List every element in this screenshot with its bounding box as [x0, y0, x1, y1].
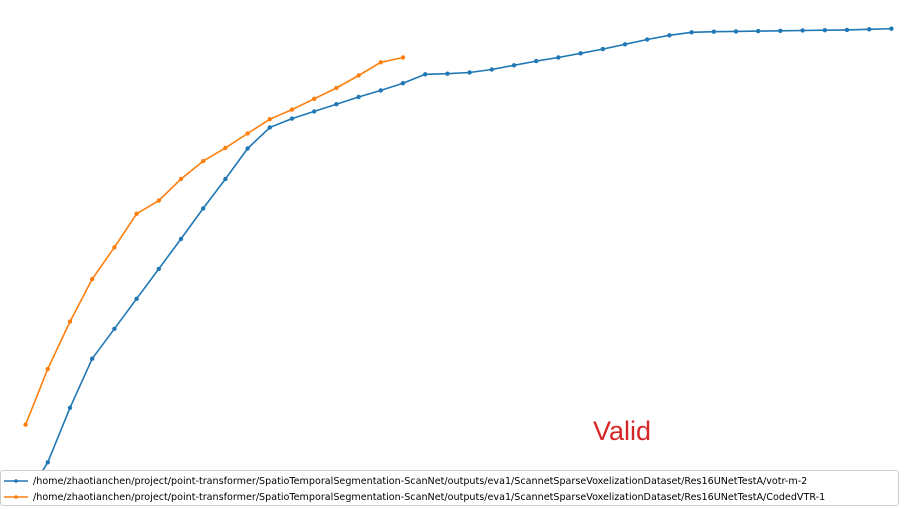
data-point: [45, 366, 50, 372]
data-point: [600, 46, 605, 52]
data-point: [378, 88, 383, 93]
legend-swatch-line-icon: [4, 479, 28, 483]
data-point: [178, 176, 184, 182]
data-point: [267, 117, 272, 122]
data-point: [23, 422, 28, 427]
data-point: [289, 116, 295, 121]
data-point: [267, 125, 272, 130]
data-point: [90, 356, 95, 361]
data-point: [556, 55, 561, 60]
data-point: [223, 145, 228, 151]
data-point: [534, 58, 539, 64]
data-point: [578, 51, 583, 56]
data-point: [778, 28, 783, 33]
data-point: [334, 85, 339, 91]
data-point: [67, 405, 73, 410]
legend-swatch-line-icon: [4, 495, 28, 499]
data-point: [489, 67, 494, 72]
data-point: [134, 211, 139, 216]
data-point: [733, 29, 739, 34]
data-point: [467, 70, 472, 75]
data-point: [867, 27, 872, 32]
data-point: [67, 319, 73, 324]
data-point: [156, 266, 161, 272]
data-point: [245, 131, 250, 136]
data-point: [622, 42, 628, 47]
data-point: [90, 276, 95, 282]
series-line: [24, 27, 892, 499]
legend-label: /home/zhaotianchen/project/point-transfo…: [33, 491, 826, 503]
data-point: [223, 176, 228, 182]
data-point: [378, 60, 383, 65]
series-1: [23, 55, 406, 427]
data-point: [245, 146, 250, 151]
data-point: [645, 37, 650, 42]
data-point: [844, 27, 850, 33]
legend-item: /home/zhaotianchen/project/point-transfo…: [4, 473, 807, 489]
data-point: [178, 236, 184, 242]
data-point: [400, 81, 406, 86]
data-point: [112, 326, 117, 331]
legend-item: /home/zhaotianchen/project/point-transfo…: [4, 489, 825, 505]
series-layer: [23, 26, 894, 501]
data-point: [400, 55, 406, 60]
data-point: [134, 296, 139, 301]
data-point: [156, 198, 161, 203]
data-point: [112, 245, 117, 250]
data-point: [445, 71, 450, 76]
legend-label: /home/zhaotianchen/project/point-transfo…: [33, 475, 808, 487]
data-point: [711, 29, 716, 34]
data-point: [356, 73, 361, 78]
data-point: [800, 28, 805, 33]
series-0: [23, 26, 894, 501]
data-point: [356, 94, 361, 100]
data-point: [334, 102, 339, 107]
data-point: [289, 107, 295, 112]
data-point: [312, 109, 317, 114]
series-line: [24, 56, 404, 425]
data-point: [511, 63, 517, 68]
data-point: [756, 28, 761, 34]
data-point: [889, 26, 894, 31]
data-point: [201, 158, 206, 164]
legend: /home/zhaotianchen/project/point-transfo…: [0, 470, 899, 506]
data-point: [45, 460, 50, 465]
data-point: [201, 206, 206, 211]
data-point: [689, 30, 694, 35]
annotation-label: Valid: [593, 416, 652, 446]
data-point: [423, 72, 428, 77]
data-point: [312, 96, 317, 102]
data-point: [822, 28, 827, 33]
data-point: [667, 33, 672, 38]
